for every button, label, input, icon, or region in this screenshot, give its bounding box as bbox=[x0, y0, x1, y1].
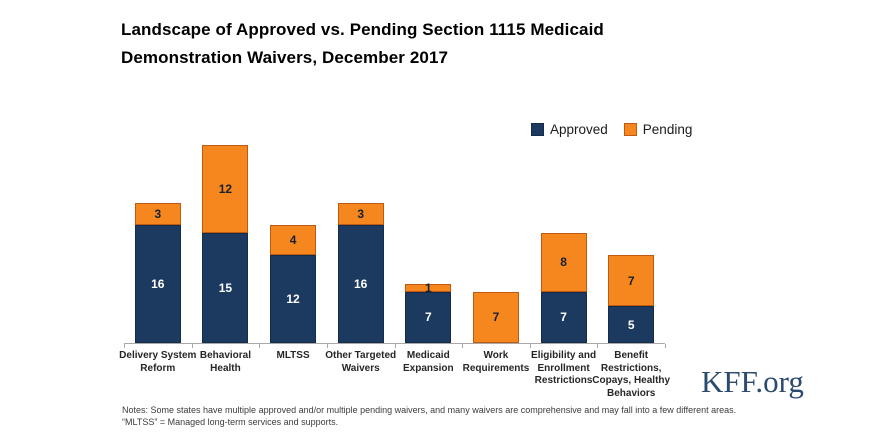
notes-line2: “MLTSS” = Managed long-term services and… bbox=[122, 417, 339, 427]
approved-segment: 16 bbox=[134, 225, 181, 343]
notes: Notes: Some states have multiple approve… bbox=[122, 404, 762, 428]
pending-segment: 4 bbox=[270, 225, 317, 255]
legend-pending-label: Pending bbox=[642, 122, 693, 137]
approved-value-label: 15 bbox=[218, 280, 233, 295]
legend-item-pending: Pending bbox=[623, 122, 693, 137]
stacked-bar-1: 3 16 bbox=[134, 203, 181, 343]
axis-tick bbox=[124, 344, 192, 348]
pending-segment: 7 bbox=[608, 254, 655, 307]
pending-value-label: 7 bbox=[492, 310, 500, 325]
kff-logo: KFF.org bbox=[701, 364, 804, 399]
x-axis-label: Medicaid Expansion bbox=[403, 350, 454, 374]
bar-slot: 3 16 bbox=[124, 203, 192, 343]
axis-tick bbox=[529, 344, 598, 348]
pending-value-label: 12 bbox=[218, 181, 233, 196]
stacked-bar-4: 3 16 bbox=[337, 203, 384, 343]
pending-value-label: 3 bbox=[357, 207, 365, 222]
pending-value-label: 7 bbox=[627, 273, 635, 288]
approved-value-label: 7 bbox=[560, 310, 567, 325]
stacked-bar-6: 7 bbox=[472, 291, 519, 343]
approved-segment: 7 bbox=[540, 291, 587, 343]
chart-title-line1: Landscape of Approved vs. Pending Sectio… bbox=[121, 20, 604, 39]
stacked-bar-3: 4 12 bbox=[270, 225, 317, 343]
pending-value-label: 8 bbox=[560, 255, 567, 270]
pending-segment: 3 bbox=[337, 203, 384, 226]
x-axis-label: Other Targeted Waivers bbox=[325, 350, 397, 374]
bar-slot: 4 12 bbox=[259, 225, 327, 343]
x-axis-label: Benefit Restrictions, Copays, Healthy Be… bbox=[592, 350, 671, 399]
pending-swatch-icon bbox=[623, 123, 637, 136]
bar-slot: 3 16 bbox=[327, 203, 395, 343]
approved-value-label: 5 bbox=[627, 317, 635, 332]
notes-line1: Notes: Some states have multiple approve… bbox=[122, 405, 737, 415]
axis-tick bbox=[259, 344, 327, 348]
pending-segment: 8 bbox=[540, 232, 587, 292]
x-axis-label: Behavioral Health bbox=[199, 350, 251, 374]
bar-slot: 12 15 bbox=[192, 144, 260, 343]
pending-value-label: 3 bbox=[154, 207, 162, 222]
plot-area: 3 16 12 15 4 12 3 16 1 7 7 8 7 7 5 bbox=[124, 138, 665, 344]
x-axis-label: MLTSS bbox=[276, 350, 310, 361]
legend-item-approved: Approved bbox=[531, 122, 608, 137]
x-axis-label: Eligibility and Enrollment Restrictions bbox=[531, 350, 597, 386]
pending-segment: 12 bbox=[202, 144, 249, 233]
pending-segment: 1 bbox=[405, 282, 452, 294]
approved-segment: 12 bbox=[270, 254, 317, 343]
approved-segment: 15 bbox=[202, 232, 249, 343]
approved-value-label: 12 bbox=[286, 291, 300, 306]
axis-tick bbox=[462, 344, 530, 348]
x-axis-labels: Delivery System Reform Behavioral Health M… bbox=[119, 350, 670, 400]
axis-tick bbox=[326, 344, 395, 348]
approved-swatch-icon bbox=[531, 123, 544, 136]
axis-tick bbox=[191, 344, 260, 348]
pending-value-label: 4 bbox=[289, 233, 297, 248]
legend-approved-label: Approved bbox=[550, 122, 608, 137]
pending-segment: 3 bbox=[134, 203, 181, 226]
pending-segment: 7 bbox=[472, 291, 519, 343]
approved-value-label: 7 bbox=[424, 310, 432, 325]
approved-value-label: 16 bbox=[354, 277, 368, 292]
approved-segment: 5 bbox=[608, 306, 655, 343]
bar-slot: 7 bbox=[462, 291, 530, 343]
legend: Approved Pending bbox=[531, 122, 692, 137]
chart-title: Landscape of Approved vs. Pending Sectio… bbox=[121, 16, 681, 72]
stacked-bar-2: 12 15 bbox=[202, 144, 249, 343]
x-axis-ticks bbox=[124, 344, 666, 348]
approved-value-label: 16 bbox=[151, 277, 165, 292]
chart-title-line2: Demonstration Waivers, December 2017 bbox=[121, 48, 449, 67]
approved-segment: 16 bbox=[337, 225, 384, 343]
x-axis-label: Delivery System Reform bbox=[119, 350, 197, 374]
approved-segment: 7 bbox=[405, 291, 452, 343]
x-axis-label: Work Requirements bbox=[462, 350, 530, 374]
axis-tick bbox=[394, 344, 463, 348]
axis-tick bbox=[597, 344, 665, 348]
